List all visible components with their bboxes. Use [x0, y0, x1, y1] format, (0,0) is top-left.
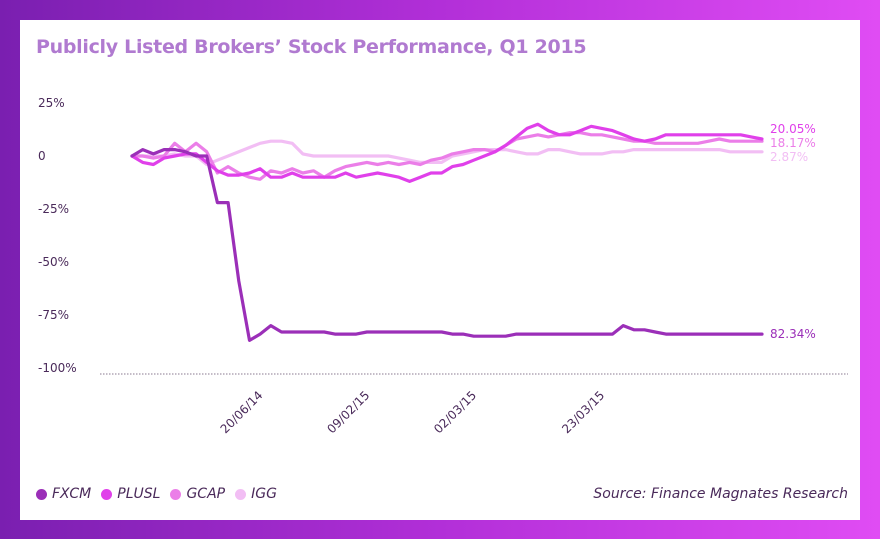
legend-dot-plusl-icon: [101, 488, 113, 500]
series-line-plusl: [130, 122, 764, 183]
legend-dot-gcap-icon: [170, 488, 182, 500]
legend-label-plusl: PLUSL: [117, 486, 161, 502]
x-tick-label: 23/03/15: [559, 388, 607, 436]
y-tick-label: -100%: [38, 361, 77, 375]
legend-dot-igg-icon: [235, 488, 247, 500]
end-label-gcap: 18.17%: [770, 136, 816, 150]
x-tick-label: 09/02/15: [324, 388, 372, 436]
legend-item-fxcm[interactable]: FXCM: [36, 486, 91, 502]
chart-title: Publicly Listed Brokers’ Stock Performan…: [36, 36, 587, 58]
y-tick-label: 0: [38, 149, 46, 163]
series-line-igg: [130, 139, 764, 167]
series-line-gcap: [130, 131, 764, 181]
legend-item-plusl[interactable]: PLUSL: [101, 486, 160, 502]
legend-dot-fxcm-icon: [36, 488, 47, 500]
legend-label-igg: IGG: [251, 486, 277, 502]
y-tick-label: -50%: [38, 255, 69, 269]
source-note: Source: Finance Magnates Research: [593, 486, 848, 502]
legend-item-gcap[interactable]: GCAP: [170, 486, 225, 502]
y-tick-label: 25%: [38, 96, 65, 110]
series-line-fxcm: [130, 148, 764, 342]
y-tick-label: -75%: [38, 308, 69, 322]
end-label-fxcm: 82.34%: [770, 327, 816, 341]
legend-label-gcap: GCAP: [186, 486, 226, 502]
end-label-igg: 2.87%: [770, 150, 808, 164]
y-tick-label: -25%: [38, 202, 69, 216]
x-tick-label: 02/03/15: [431, 388, 479, 436]
chart-card: Publicly Listed Brokers’ Stock Performan…: [20, 20, 860, 520]
line-chart: 25% 0 -25% -50% -75% -100% 20/06/14 09/02/15 02/…: [38, 96, 848, 436]
legend-item-igg[interactable]: IGG: [235, 486, 277, 502]
chart-legend: FXCM PLUSL GCAP IGG: [36, 486, 281, 502]
x-tick-label: 20/06/14: [218, 388, 266, 436]
legend-label-fxcm: FXCM: [52, 486, 92, 502]
end-label-plusl: 20.05%: [770, 122, 816, 136]
